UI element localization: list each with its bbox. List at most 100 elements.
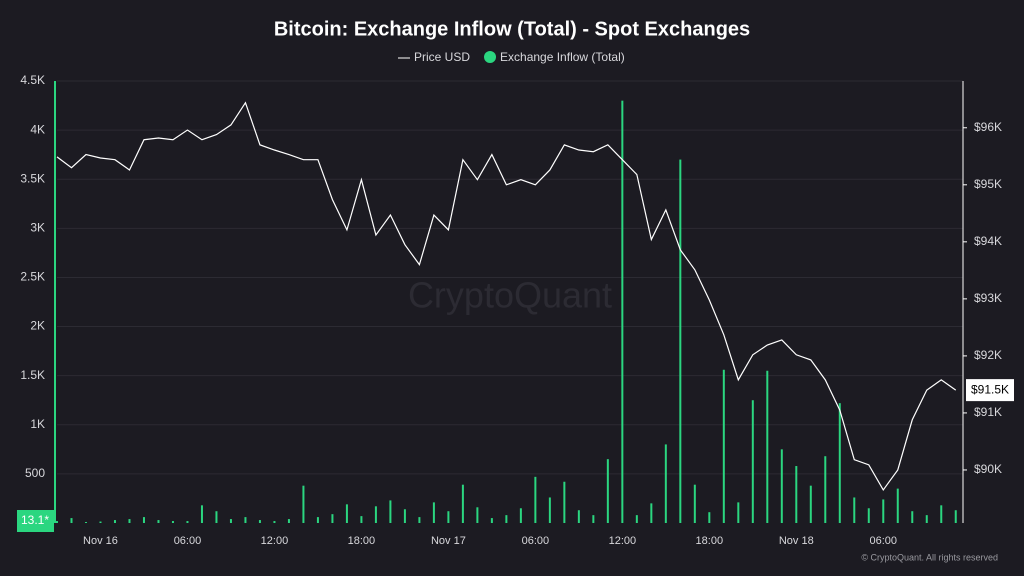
bar xyxy=(157,520,160,523)
bar xyxy=(708,512,711,523)
bar xyxy=(128,519,131,523)
x-tick-label: 06:00 xyxy=(870,535,898,547)
y2-tick-label: $91K xyxy=(974,405,1002,419)
price-line xyxy=(56,101,957,492)
bar xyxy=(171,521,174,523)
legend-label: Exchange Inflow (Total) xyxy=(500,50,625,64)
bar xyxy=(635,515,638,523)
y-tick-label: 3.5K xyxy=(20,171,45,185)
bar xyxy=(954,510,957,523)
bar xyxy=(186,521,189,523)
bar xyxy=(563,481,566,523)
bar xyxy=(461,484,464,523)
inflow-marker xyxy=(17,510,54,532)
bar xyxy=(258,520,261,523)
bar xyxy=(766,370,769,523)
x-tick-label: 06:00 xyxy=(522,535,550,547)
bar xyxy=(316,517,319,523)
bar xyxy=(896,488,899,523)
y-tick-label: 4.5K xyxy=(20,73,45,87)
y2-tick-label: $94K xyxy=(974,234,1002,248)
y2-tick-label: $96K xyxy=(974,120,1002,134)
bar xyxy=(360,516,363,523)
bar xyxy=(244,517,247,523)
bar xyxy=(273,521,276,523)
x-tick-label: Nov 16 xyxy=(83,535,118,547)
price-marker-label: $91.5K xyxy=(971,382,1009,396)
bar xyxy=(432,502,435,523)
inflow-marker-label: 13.1* xyxy=(21,513,49,527)
y-tick-label: 2.5K xyxy=(20,270,45,284)
bar xyxy=(911,511,914,523)
bar xyxy=(621,100,624,524)
y2-tick-label: $90K xyxy=(974,462,1002,476)
bar xyxy=(795,466,798,523)
bar xyxy=(780,449,783,523)
x-tick-label: Nov 18 xyxy=(779,535,814,547)
bar xyxy=(113,520,116,523)
bar xyxy=(838,403,841,523)
bar xyxy=(70,518,73,523)
bar xyxy=(853,497,856,523)
bar xyxy=(374,506,377,523)
bar xyxy=(751,400,754,523)
price-marker xyxy=(966,379,1014,402)
bar xyxy=(302,485,305,523)
bar xyxy=(447,511,450,523)
x-tick-label: 18:00 xyxy=(348,535,376,547)
bar xyxy=(737,502,740,523)
chart-title: Bitcoin: Exchange Inflow (Total) - Spot … xyxy=(274,18,750,40)
bar xyxy=(722,369,725,523)
bar xyxy=(693,484,696,523)
bar xyxy=(229,519,232,523)
y-tick-label: 2K xyxy=(30,319,45,333)
bar xyxy=(287,519,290,523)
bar xyxy=(345,504,348,523)
bar xyxy=(99,521,102,523)
x-tick-label: Nov 17 xyxy=(431,535,466,547)
bar xyxy=(664,444,667,523)
bar xyxy=(867,508,870,523)
y2-tick-label: $95K xyxy=(974,177,1002,191)
bar xyxy=(505,515,508,523)
bar xyxy=(331,514,334,523)
bar xyxy=(940,505,943,523)
y-tick-label: 500 xyxy=(25,466,45,480)
y-tick-label: 1K xyxy=(30,417,45,431)
bar xyxy=(403,509,406,523)
x-tick-label: 18:00 xyxy=(696,535,724,547)
bar xyxy=(534,476,537,523)
bar xyxy=(215,511,218,523)
copyright: © CryptoQuant. All rights reserved xyxy=(861,552,998,562)
y-tick-label: 4K xyxy=(30,122,45,136)
legend-label: Price USD xyxy=(414,50,470,64)
bar xyxy=(389,500,392,523)
bar xyxy=(490,518,493,523)
bar xyxy=(650,503,653,523)
bar xyxy=(882,499,885,523)
bar xyxy=(809,485,812,523)
bar xyxy=(679,159,682,524)
x-tick-label: 12:00 xyxy=(609,535,637,547)
bar xyxy=(592,515,595,523)
x-tick-label: 06:00 xyxy=(174,535,202,547)
y2-tick-label: $92K xyxy=(974,348,1002,362)
y-tick-label: 3K xyxy=(30,221,45,235)
x-tick-label: 12:00 xyxy=(261,535,289,547)
bar xyxy=(606,459,609,523)
legend-dot xyxy=(484,51,497,63)
bar xyxy=(418,517,421,523)
bar xyxy=(519,508,522,523)
y2-tick-label: $93K xyxy=(974,291,1002,305)
bar xyxy=(56,521,58,523)
y-tick-label: 1.5K xyxy=(20,368,45,382)
bar xyxy=(548,497,551,523)
bar xyxy=(142,517,145,523)
bar xyxy=(84,522,87,523)
bar xyxy=(200,505,203,523)
bar xyxy=(476,507,479,523)
bar xyxy=(824,456,827,523)
